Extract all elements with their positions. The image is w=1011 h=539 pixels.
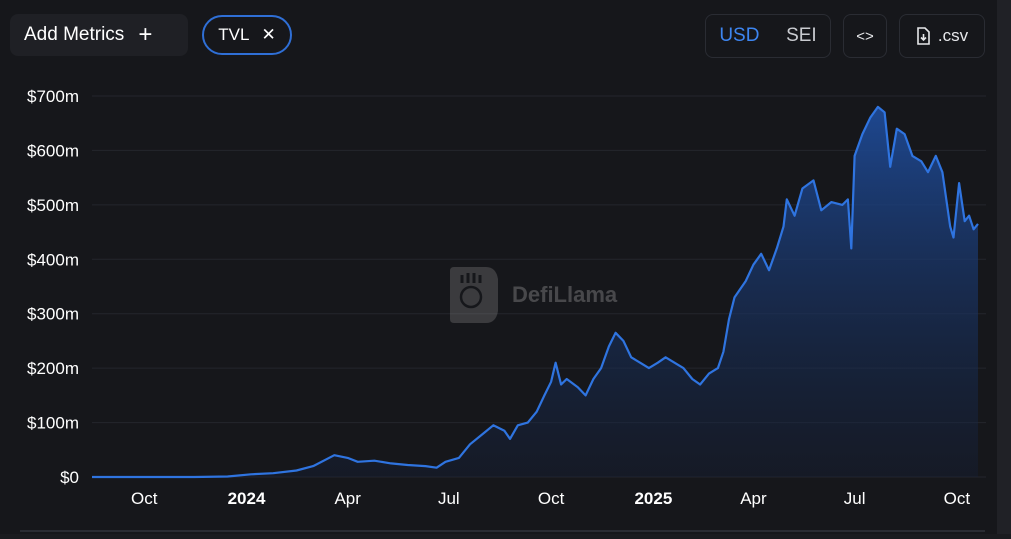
- currency-option-sei[interactable]: SEI: [786, 25, 817, 46]
- x-tick-label: Oct: [538, 489, 565, 508]
- tvl-metric-pill[interactable]: TVL ✕: [202, 15, 292, 55]
- x-tick-label: Apr: [740, 489, 767, 508]
- defillama-watermark: DefiLlama: [446, 265, 617, 325]
- y-tick-label: $400m: [27, 250, 79, 269]
- close-icon[interactable]: ✕: [261, 25, 276, 44]
- chart-toolbar: Add Metrics + TVL ✕ USD SEI <> .csv: [10, 14, 985, 58]
- code-icon: <>: [856, 27, 874, 45]
- y-tick-label: $600m: [27, 141, 79, 160]
- y-tick-label: $0: [60, 468, 79, 487]
- csv-label: .csv: [937, 26, 969, 45]
- x-tick-label: Jul: [438, 489, 460, 508]
- y-tick-label: $700m: [27, 87, 79, 106]
- currency-toggle: USD SEI: [705, 14, 831, 58]
- plus-icon: +: [138, 21, 153, 48]
- tvl-pill-label: TVL: [218, 25, 250, 44]
- add-metrics-button[interactable]: Add Metrics +: [10, 14, 188, 56]
- x-tick-label: Apr: [334, 489, 361, 508]
- currency-option-usd[interactable]: USD: [719, 25, 760, 46]
- x-tick-label: 2025: [634, 489, 672, 508]
- tvl-area-chart[interactable]: $0 $100m $200m $300m $400m $500m $600m $700m Oc…: [0, 60, 997, 534]
- file-download-icon: [917, 27, 930, 45]
- embed-button[interactable]: <>: [843, 14, 887, 58]
- scrollbar[interactable]: [997, 0, 1011, 534]
- divider: [20, 530, 985, 532]
- x-tick-label: Oct: [131, 489, 158, 508]
- watermark-text: DefiLlama: [512, 282, 618, 307]
- x-tick-label: 2024: [228, 489, 266, 508]
- tvl-area-fill: [92, 106, 978, 478]
- llama-logo-icon: [450, 267, 498, 323]
- y-tick-label: $300m: [27, 305, 79, 324]
- y-tick-label: $100m: [27, 414, 79, 433]
- y-tick-label: $200m: [27, 359, 79, 378]
- x-tick-label: Jul: [844, 489, 866, 508]
- x-tick-label: Oct: [944, 489, 971, 508]
- tvl-chart[interactable]: $0 $100m $200m $300m $400m $500m $600m $700m Oc…: [0, 60, 997, 534]
- y-tick-label: $500m: [27, 196, 79, 215]
- add-metrics-label: Add Metrics: [24, 24, 125, 45]
- download-csv-button[interactable]: .csv: [899, 14, 985, 58]
- tvl-series-line: [92, 105, 979, 479]
